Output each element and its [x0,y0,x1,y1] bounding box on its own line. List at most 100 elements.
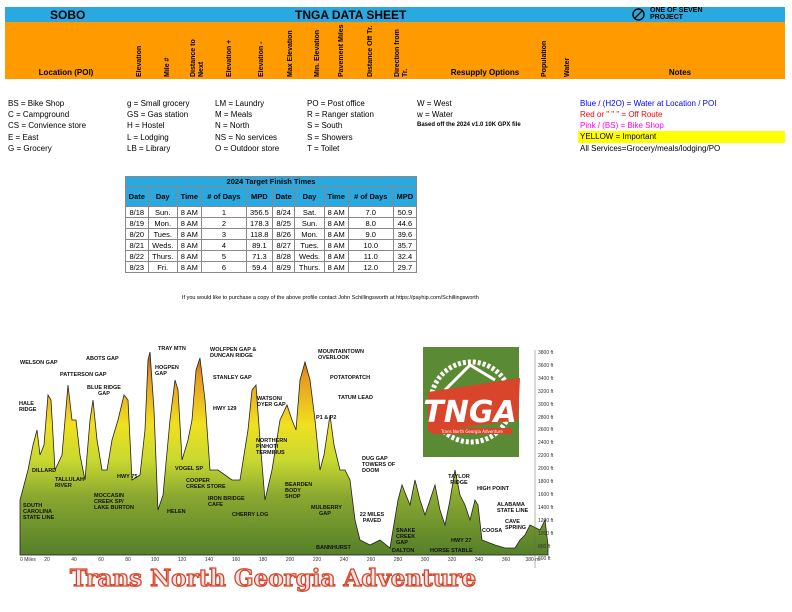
column-header: Date [125,187,149,207]
col-elev-minus: Elevation - [258,41,265,77]
callout: COOPER CREEK STORE [186,478,226,490]
x-tick-label: 20 [44,557,50,563]
callout: BANNHURST [316,545,351,551]
table-cell: 11.0 [347,250,394,262]
legend-item: S = South [307,121,343,130]
callout: WELSON GAP [20,360,58,366]
legend-blue: Blue / (H2O) = Water at Location / POI [580,99,717,108]
x-tick-label: 40 [71,557,77,563]
column-header: MPD [392,187,418,207]
table-cell: 35.7 [392,239,418,251]
table-cell: 8/21 [125,239,149,251]
col-resupply: Resupply Options [450,68,520,77]
y-tick-label: 2600 ft [538,427,554,434]
callout: 22 MILES PAVED [359,512,385,524]
table-cell: 8/20 [125,228,149,240]
legend-item: BS = Bike Shop [8,99,65,108]
x-tick-label: 0 Miles [20,557,36,563]
table-cell: 8 AM [323,250,349,262]
callout: HWY 75 [117,474,138,480]
table-cell: Sun. [294,217,325,229]
y-tick-label: 1600 ft [538,491,554,498]
table-cell: 7.0 [347,206,394,218]
legend-pink: Pink / (BS) = Bike Shop [580,121,664,130]
table-cell: 8 AM [176,228,202,240]
table-cell: 356.5 [245,206,273,218]
legend-item: w = Water [417,110,453,119]
x-tick-label: 340 [474,557,484,563]
table-cell: 178.3 [245,217,273,229]
x-tick-label: 200 [285,557,295,563]
table-cell: 8 AM [176,261,202,273]
table-cell: Mon. [147,217,178,229]
direction-label: SOBO [50,8,86,22]
table-cell: 59.4 [245,261,273,273]
x-tick-label: 280 [393,557,403,563]
callout: HIGH POINT [477,486,510,492]
table-row: 8/22 Thurs. 8 AM 5 71.3 8/28 Weds. 8 AM 11.0 32.4 [125,250,418,262]
column-header: Time [176,187,202,207]
title-bar: SOBO TNGA DATA SHEET ONE OF SEVEN PROJEC… [5,7,785,22]
column-header: Day [147,187,178,207]
y-tick-label: 2000 ft [538,466,554,473]
y-tick-label: 1000 ft [538,530,554,537]
callout: MULBERRY GAP [311,505,342,517]
callout: COOSA [482,528,503,534]
column-header: # of Days [347,187,394,207]
callout: VOGEL SP [175,466,204,472]
table-cell: 8 AM [323,206,349,218]
table-cell: 8/27 [271,239,296,251]
target-finish-table: 2024 Target Finish Times Date Day Time # of… [125,176,418,273]
table-cell: 8 AM [176,239,202,251]
col-dist-off: Distance Off Tr. [367,25,374,77]
table-cell: 118.8 [245,228,273,240]
callout: P1 & P2 [316,415,337,421]
callout: NORTHERN PINHOTI TERMINUS [256,438,288,456]
table-cell: Sun. [147,206,178,218]
table-cell: 8 AM [323,239,349,251]
x-tick-label: 140 [204,557,214,563]
callout: HELEN [167,509,186,515]
callout: HORSE STABLE [430,548,473,554]
col-elev-plus: Elevation + [226,39,233,77]
table-cell: Fri. [147,261,178,273]
col-max-elev: Max Elevation [287,30,294,77]
table-cell: 3 [200,228,247,240]
y-tick-label: 3800 ft [538,350,554,356]
callout: DUG GAP TOWERS OF DOOM [362,456,396,474]
callout: CAVE SPRING [505,519,527,531]
legend-item: N = North [215,121,250,130]
legend-item: T = Toilet [307,144,340,153]
column-header: Date [271,187,296,207]
table-cell: 5 [200,250,247,262]
table-cell: 4 [200,239,247,251]
legend-all-services: All Services=Grocery/meals/lodging/PO [580,144,721,153]
table-row: 8/19 Mon. 8 AM 2 178.3 8/25 Sun. 8 AM 8.0 44.6 [125,217,418,229]
callout: IRON BRIDGE CAFE [208,496,245,508]
legend-item: S = Showers [307,133,353,142]
callout: DALTON [392,548,415,554]
elevation-area [19,351,549,556]
table-cell: Weds. [294,250,325,262]
x-tick-label: 100 [150,557,160,563]
callout: ABOTS GAP [86,356,119,362]
callout: SNAKE CREEK GAP [396,528,416,546]
x-tick-label: 260 [366,557,376,563]
x-tick-label: 120 [177,557,187,563]
table-cell: 32.4 [392,250,418,262]
table-cell: 89.1 [245,239,273,251]
col-mile: Mile # [164,57,171,77]
legend-item: GS = Gas station [127,110,189,119]
legend-yellow: YELLOW = Important [578,131,785,143]
table-cell: 8 AM [323,217,349,229]
table-cell: 12.0 [347,261,394,273]
logo-text: TNGA [423,395,516,430]
legend-item: G = Grocery [8,144,52,153]
table-cell: 1 [200,206,247,218]
y-tick-label: 1200 ft [538,517,554,524]
gpx-source-note: Based off the 2024 v1.0 10K GPX file [417,122,521,128]
callout: POTATOPATCH [330,375,371,381]
column-header: Day [294,187,325,207]
x-tick-label: 380 mi [525,557,541,563]
legend-item: PO = Post office [307,99,365,108]
